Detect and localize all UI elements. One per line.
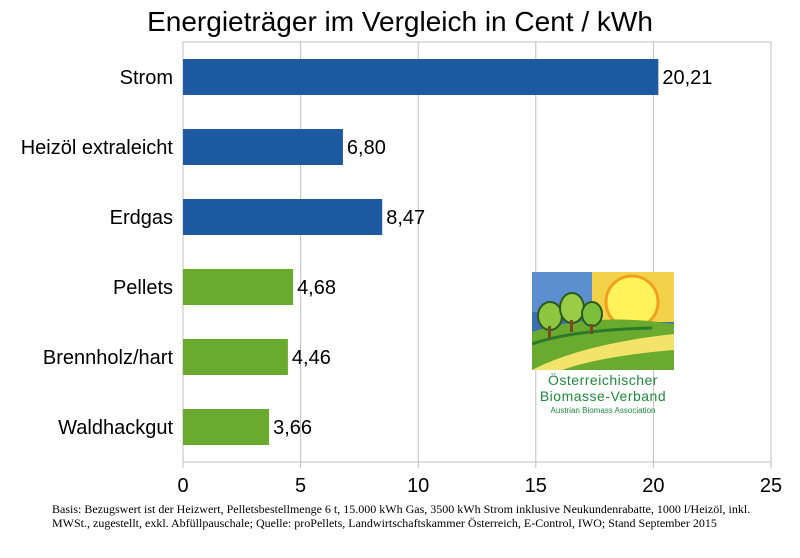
plot-frame	[182, 41, 772, 463]
chart-footnote: Basis: Bezugswert ist der Heizwert, Pell…	[52, 502, 751, 530]
logo-text-line-1: Österreichischer	[548, 372, 658, 388]
category-label: Erdgas	[110, 207, 173, 229]
category-label: Strom	[120, 67, 173, 89]
category-label: Waldhackgut	[58, 417, 173, 439]
bar	[183, 59, 659, 95]
bar	[183, 199, 383, 235]
chart-title: Energieträger im Vergleich in Cent / kWh	[147, 6, 653, 37]
x-tick-label: 20	[642, 475, 664, 497]
x-tick-label: 10	[407, 475, 429, 497]
logo-text-line-3: Austrian Biomass Association	[550, 406, 656, 415]
category-label: Pellets	[113, 277, 173, 299]
data-label: 4,68	[297, 277, 336, 299]
x-tick-label: 5	[295, 475, 306, 497]
bar	[183, 269, 294, 305]
data-label: 3,66	[273, 417, 312, 439]
bar	[183, 409, 270, 445]
biomasse-verband-logo: Österreichischer Biomasse-Verband Austri…	[532, 272, 674, 422]
x-tick-label: 0	[177, 475, 188, 497]
bar	[183, 339, 288, 375]
bar	[183, 129, 343, 165]
category-label: Brennholz/hart	[43, 347, 174, 369]
logo-landscape-icon	[532, 272, 674, 370]
logo-text-line-2: Biomasse-Verband	[539, 388, 667, 404]
data-label: 8,47	[386, 207, 425, 229]
category-label: Heizöl extraleicht	[21, 137, 174, 159]
data-label: 4,46	[292, 347, 331, 369]
data-label: 20,21	[662, 67, 712, 89]
x-tick-label: 25	[760, 475, 782, 497]
data-label: 6,80	[347, 137, 386, 159]
x-tick-label: 15	[525, 475, 547, 497]
